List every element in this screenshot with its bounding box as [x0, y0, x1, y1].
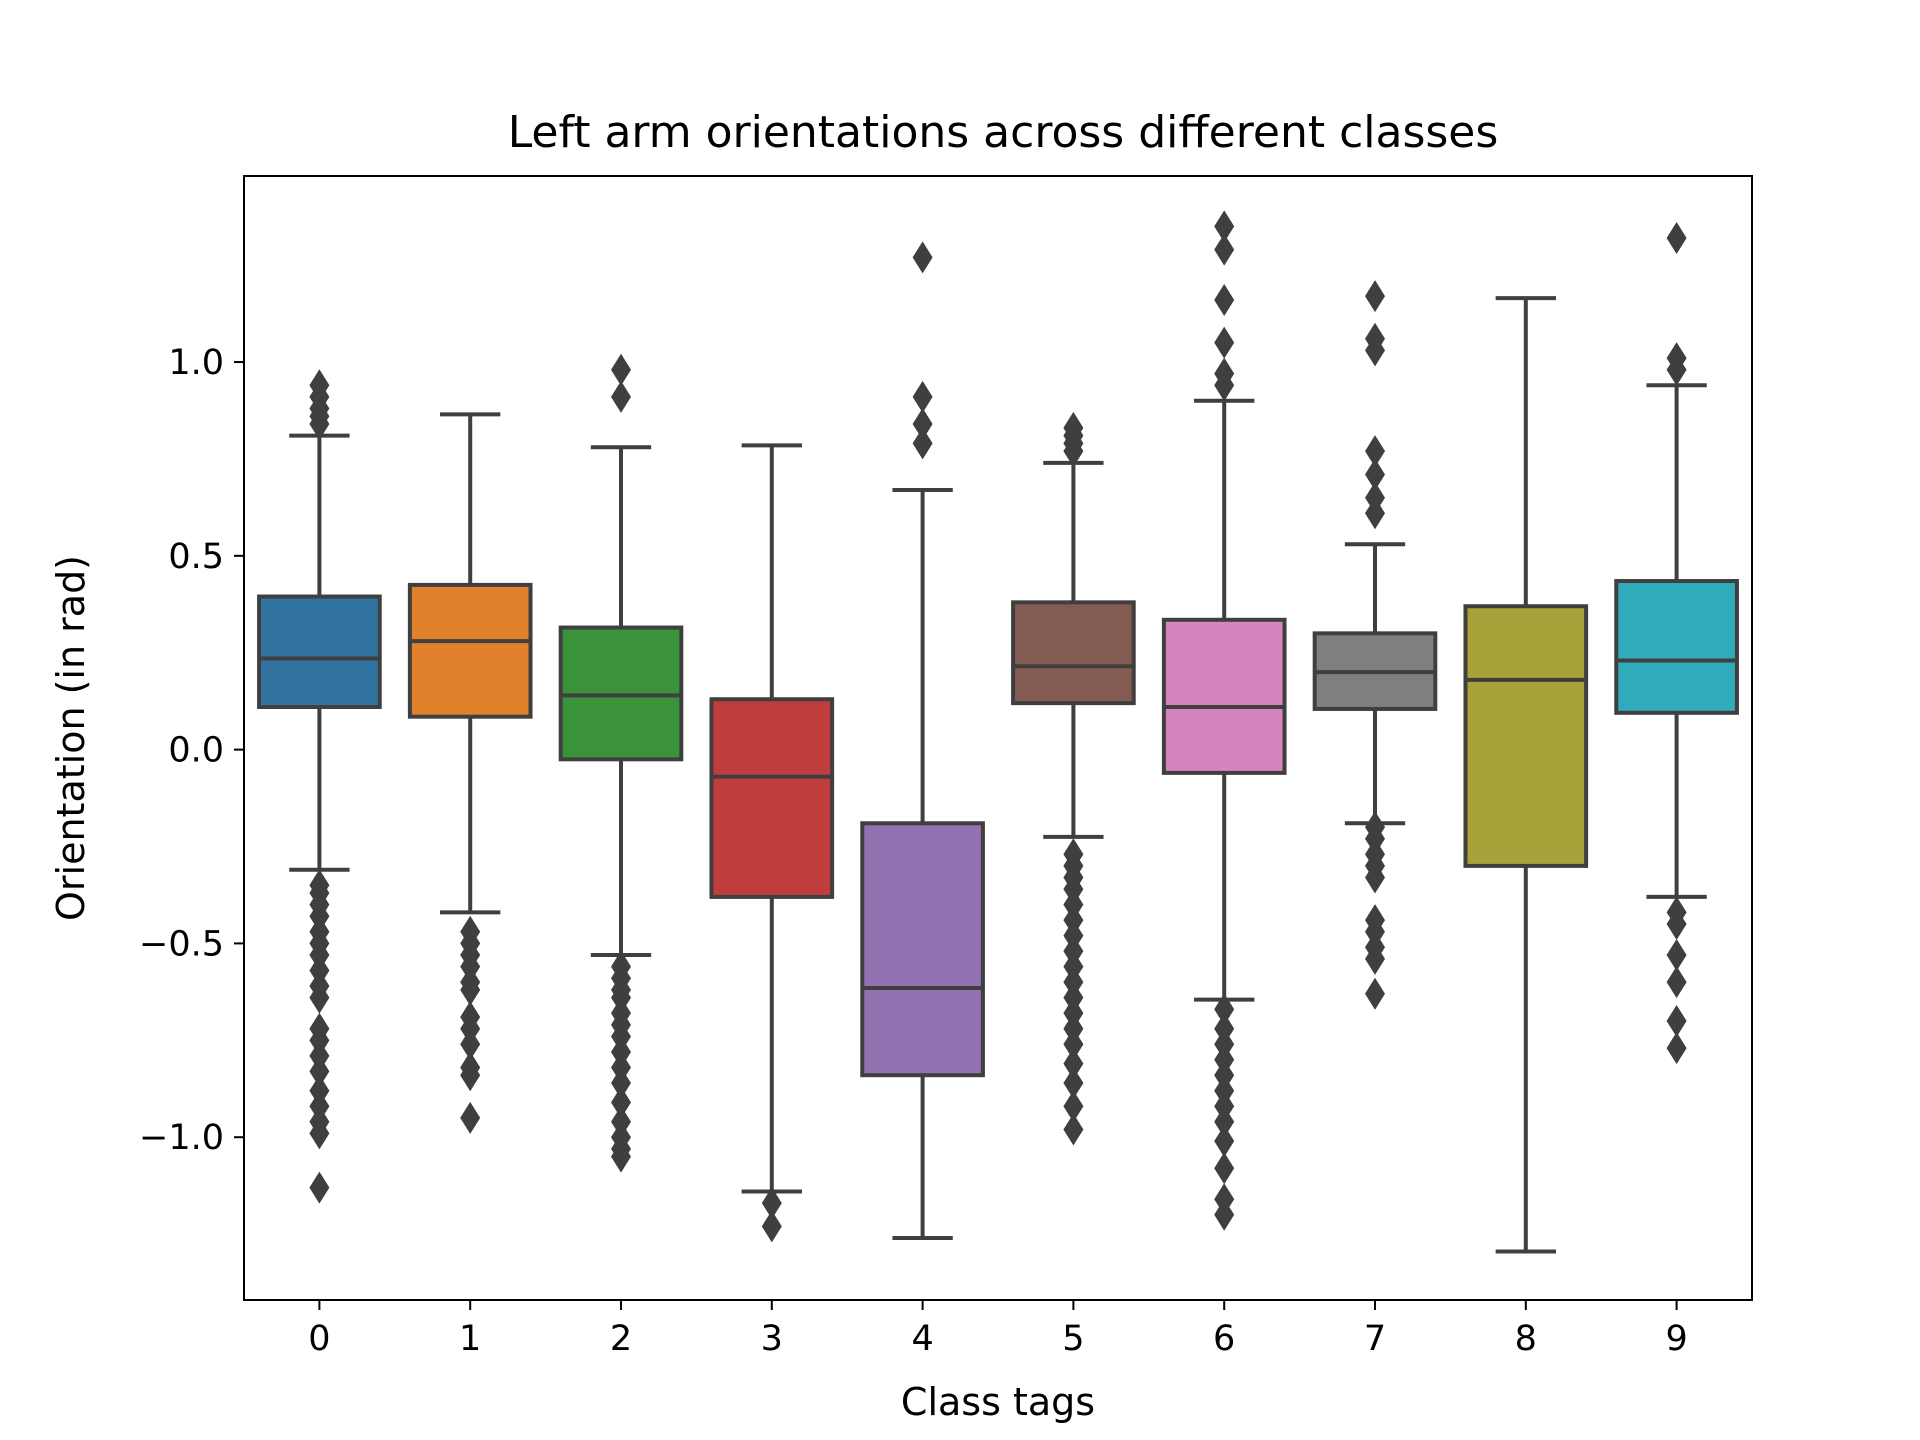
outlier-point — [1214, 1152, 1235, 1185]
x-tick-label: 0 — [308, 1319, 330, 1359]
box-group-class-7 — [1312, 280, 1438, 1010]
x-axis-label: Class tags — [901, 1380, 1095, 1424]
box-group-class-0 — [257, 369, 382, 1204]
chart-title: Left arm orientations across different c… — [508, 107, 1499, 158]
outlier-point — [1365, 458, 1385, 491]
outlier-point — [1666, 908, 1687, 941]
plot-area — [257, 210, 1739, 1254]
outlier-point — [912, 408, 933, 441]
box-iqr-class-1 — [407, 582, 533, 719]
outlier-point — [1365, 334, 1385, 367]
y-tick-label: −0.5 — [139, 924, 224, 964]
box-group-class-9 — [1614, 222, 1739, 1065]
outlier-point — [912, 380, 933, 413]
outlier-point — [611, 1140, 631, 1173]
outlier-point — [1666, 966, 1687, 999]
box-group-class-1 — [407, 412, 533, 1134]
x-tick-label: 8 — [1515, 1319, 1537, 1359]
outlier-point — [1666, 353, 1687, 386]
outlier-point — [1063, 435, 1084, 468]
box-iqr-class-0 — [257, 594, 382, 709]
outlier-point — [1214, 1198, 1235, 1231]
box-iqr-class-6 — [1161, 617, 1287, 775]
y-tick-label: −1.0 — [139, 1118, 224, 1158]
outlier-point — [1365, 942, 1385, 975]
outlier-point — [1214, 233, 1235, 266]
outlier-point — [1214, 993, 1235, 1026]
x-tick-label: 5 — [1062, 1319, 1084, 1359]
box-group-class-8 — [1463, 296, 1589, 1254]
outlier-point — [761, 1210, 782, 1243]
outlier-point — [1063, 1090, 1084, 1123]
outlier-point — [1365, 977, 1385, 1010]
outlier-point — [1666, 222, 1687, 255]
outlier-point — [1666, 1004, 1687, 1037]
y-tick-label: 1.0 — [168, 343, 224, 383]
outlier-point — [912, 241, 933, 274]
outlier-point — [460, 1059, 481, 1092]
y-tick-label: 0.0 — [168, 731, 224, 771]
outlier-point — [611, 1066, 631, 1099]
outlier-point — [611, 1086, 631, 1119]
outlier-point — [611, 380, 631, 413]
outlier-point — [1214, 1105, 1235, 1138]
x-tick-label: 4 — [911, 1319, 933, 1359]
box-iqr-class-4 — [860, 821, 985, 1078]
box-iqr-class-5 — [1011, 600, 1136, 706]
x-tick-label: 3 — [761, 1319, 783, 1359]
outlier-point — [309, 981, 330, 1014]
box-group-class-3 — [709, 443, 835, 1243]
box-iqr-class-3 — [709, 697, 835, 899]
y-axis: 1.0 0.5 0.0 −0.5 −1.0 — [139, 343, 244, 1158]
outlier-point — [1063, 1028, 1084, 1061]
outlier-point — [1214, 326, 1235, 359]
x-tick-label: 7 — [1364, 1319, 1386, 1359]
x-tick-label: 6 — [1213, 1319, 1235, 1359]
outlier-point — [309, 408, 330, 441]
box-group-class-5 — [1011, 411, 1136, 1146]
box-iqr-class-9 — [1614, 579, 1739, 715]
outlier-point — [1365, 497, 1385, 530]
x-tick-label: 2 — [610, 1319, 632, 1359]
outlier-point — [1666, 1032, 1687, 1065]
y-axis-label: Orientation (in rad) — [49, 555, 93, 921]
box-iqr-class-8 — [1463, 604, 1589, 868]
outlier-point — [761, 1187, 782, 1220]
outlier-point — [1214, 369, 1235, 402]
outlier-point — [1214, 1125, 1235, 1158]
outlier-point — [1365, 280, 1385, 313]
outlier-point — [1365, 435, 1385, 468]
box-group-class-6 — [1161, 210, 1287, 1231]
plot-frame — [243, 175, 1753, 1301]
outlier-point — [912, 427, 933, 460]
outlier-point — [309, 1055, 330, 1088]
box-group-class-4 — [860, 241, 985, 1240]
outlier-point — [1214, 210, 1235, 243]
box-group-class-2 — [558, 353, 684, 1173]
outlier-point — [1063, 1066, 1084, 1099]
outlier-point — [1365, 861, 1385, 894]
outlier-point — [1666, 939, 1687, 972]
x-tick-label: 1 — [459, 1319, 481, 1359]
y-tick-label: 0.5 — [168, 537, 224, 577]
outlier-point — [309, 1171, 330, 1204]
x-tick-label: 9 — [1665, 1319, 1687, 1359]
outlier-point — [460, 1101, 481, 1134]
outlier-point — [460, 1028, 481, 1061]
outlier-point — [1214, 284, 1235, 317]
outlier-point — [460, 973, 481, 1006]
outlier-point — [1063, 1113, 1084, 1146]
outlier-point — [611, 353, 631, 386]
outlier-point — [1063, 1047, 1084, 1080]
outlier-point — [309, 1117, 330, 1150]
x-axis: 0 1 2 3 4 5 6 7 8 9 — [308, 1300, 1688, 1359]
